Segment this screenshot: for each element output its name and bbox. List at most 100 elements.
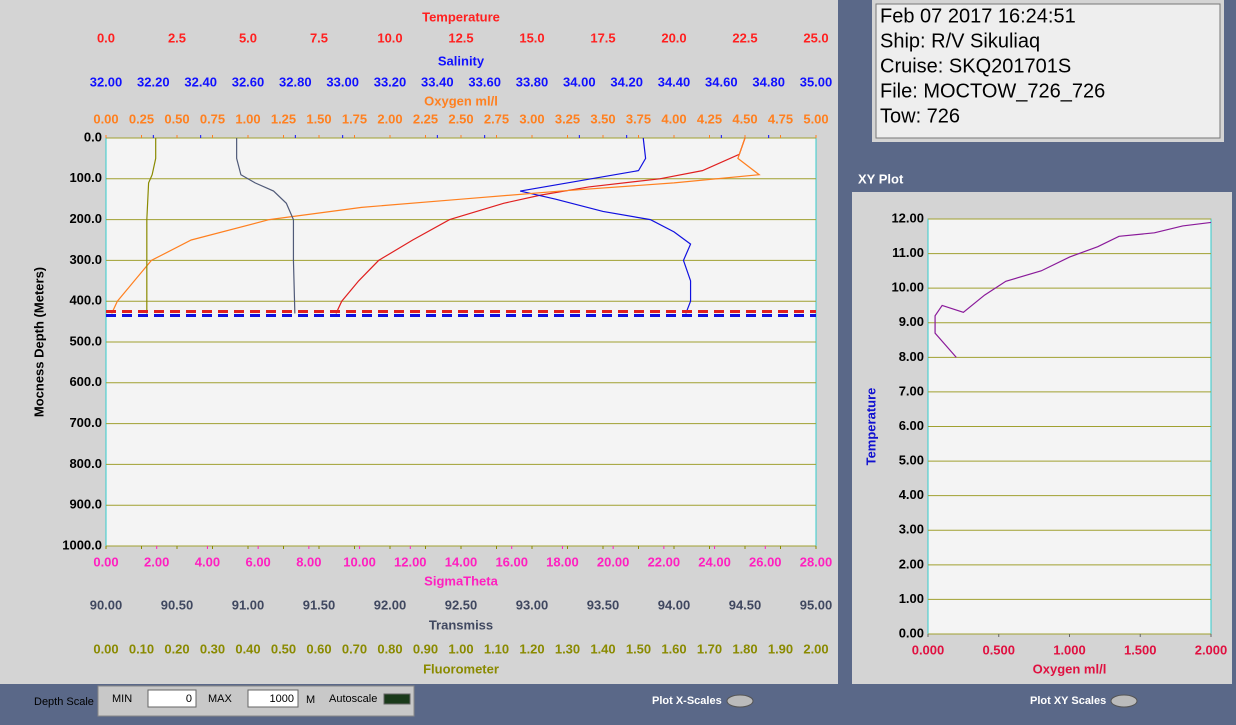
x-tick-label: 0.000	[912, 642, 945, 657]
x-axis-title: Transmiss	[429, 617, 493, 632]
x-tick-label: 92.50	[445, 597, 478, 612]
xy-title: XY Plot	[858, 171, 904, 186]
x-tick-label: 33.40	[421, 74, 454, 89]
x-tick-label: 0.90	[413, 641, 438, 656]
max-value[interactable]: 1000	[270, 693, 294, 705]
x-axis-title: SigmaTheta	[424, 573, 498, 588]
x-tick-label: 0.40	[235, 641, 260, 656]
x-tick-label: 32.00	[90, 74, 123, 89]
x-tick-label: 32.80	[279, 74, 312, 89]
toggle[interactable]	[1110, 694, 1138, 708]
y-tick-label: 7.00	[899, 383, 924, 398]
x-tick-label: 94.00	[658, 597, 691, 612]
x-tick-label: 0.500	[982, 642, 1015, 657]
y-tick-label: 9.00	[899, 314, 924, 329]
x-tick-label: 3.50	[590, 111, 615, 126]
y-tick-label: 900.0	[69, 497, 102, 512]
x-tick-label: 3.00	[519, 111, 544, 126]
label: MAX	[208, 693, 233, 705]
toggle[interactable]	[726, 694, 754, 708]
x-tick-label: 0.0	[97, 30, 115, 45]
x-tick-label: 1.40	[590, 641, 615, 656]
y-tick-label: 600.0	[69, 374, 102, 389]
x-axis-title: Oxygen ml/l	[1033, 661, 1107, 676]
y-tick-label: 12.00	[891, 210, 924, 225]
y-tick-label: 1.00	[899, 591, 924, 606]
profile-line	[520, 137, 692, 314]
info-line: Tow: 726	[880, 105, 960, 127]
x-tick-label: 2.50	[448, 111, 473, 126]
x-tick-label: 0.75	[200, 111, 225, 126]
x-tick-label: 90.00	[90, 597, 123, 612]
x-tick-label: 8.00	[296, 554, 321, 569]
x-tick-label: 91.00	[232, 597, 265, 612]
x-axis-title: Salinity	[438, 53, 485, 68]
x-tick-label: 93.00	[516, 597, 549, 612]
xy-line	[934, 221, 1212, 358]
x-tick-label: 17.5	[590, 30, 615, 45]
max-input[interactable]	[247, 689, 299, 708]
x-tick-label: 1.50	[306, 111, 331, 126]
x-tick-label: 1.25	[271, 111, 296, 126]
x-tick-label: 3.75	[626, 111, 651, 126]
min-value[interactable]: 0	[186, 693, 192, 705]
label: Depth Scale	[34, 696, 94, 708]
y-tick-label: 800.0	[69, 456, 102, 471]
x-tick-label: 91.50	[303, 597, 336, 612]
profile-line	[111, 137, 761, 314]
x-axis-title: Fluorometer	[423, 661, 499, 676]
x-tick-label: 26.00	[749, 554, 782, 569]
x-tick-label: 1.00	[235, 111, 260, 126]
x-tick-label: 2.00	[144, 554, 169, 569]
x-tick-label: 0.20	[164, 641, 189, 656]
info-line: File: MOCTOW_726_726	[880, 80, 1105, 102]
y-tick-label: 200.0	[69, 211, 102, 226]
profile-line	[146, 138, 157, 314]
x-tick-label: 22.5	[732, 30, 757, 45]
x-tick-label: 2.00	[377, 111, 402, 126]
x-tick-label: 34.40	[658, 74, 691, 89]
x-tick-label: 0.70	[342, 641, 367, 656]
y-tick-label: 0.0	[84, 129, 102, 144]
x-tick-label: 4.50	[732, 111, 757, 126]
x-tick-label: 2.25	[413, 111, 438, 126]
min-input[interactable]	[147, 689, 197, 708]
y-tick-label: 1000.0	[62, 537, 102, 552]
y-tick-label: 3.00	[899, 522, 924, 537]
x-tick-label: 2.5	[168, 30, 186, 45]
x-tick-label: 20.0	[661, 30, 686, 45]
x-tick-label: 16.00	[495, 554, 528, 569]
x-tick-label: 1.60	[661, 641, 686, 656]
profile-line	[335, 137, 746, 314]
y-tick-label: 400.0	[69, 293, 102, 308]
x-tick-label: 4.00	[195, 554, 220, 569]
info-line: Cruise: SKQ201701S	[880, 55, 1071, 77]
x-tick-label: 90.50	[161, 597, 194, 612]
y-tick-label: 6.00	[899, 418, 924, 433]
x-tick-label: 0.30	[200, 641, 225, 656]
autoscale-led[interactable]	[383, 693, 411, 705]
x-tick-label: 1.50	[626, 641, 651, 656]
label: Plot XY Scales	[1030, 695, 1106, 707]
x-tick-label: 1.10	[484, 641, 509, 656]
x-tick-label: 4.25	[697, 111, 722, 126]
y-tick-label: 2.00	[899, 556, 924, 571]
x-tick-label: 0.80	[377, 641, 402, 656]
x-tick-label: 2.75	[484, 111, 509, 126]
x-tick-label: 22.00	[648, 554, 681, 569]
x-tick-label: 18.00	[546, 554, 579, 569]
y-tick-label: 300.0	[69, 252, 102, 267]
x-tick-label: 25.0	[803, 30, 828, 45]
y-tick-label: 4.00	[899, 487, 924, 502]
x-tick-label: 1.80	[732, 641, 757, 656]
label: MIN	[112, 693, 132, 705]
x-tick-label: 95.00	[800, 597, 833, 612]
y-tick-label: 100.0	[69, 170, 102, 185]
x-tick-label: 33.00	[326, 74, 359, 89]
x-tick-label: 1.30	[555, 641, 580, 656]
x-tick-label: 2.00	[803, 641, 828, 656]
x-tick-label: 4.75	[768, 111, 793, 126]
x-tick-label: 4.00	[661, 111, 686, 126]
x-tick-label: 1.00	[448, 641, 473, 656]
